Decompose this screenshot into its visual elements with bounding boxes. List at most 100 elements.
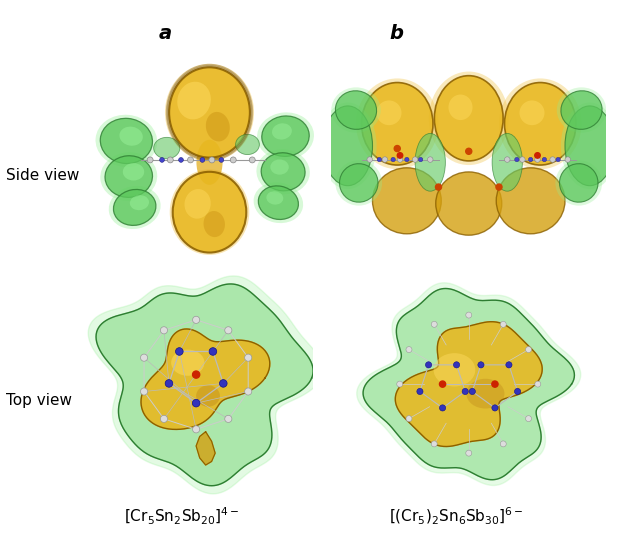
Circle shape [535, 157, 540, 162]
Ellipse shape [336, 91, 377, 129]
Circle shape [141, 354, 148, 361]
Circle shape [431, 321, 437, 327]
Circle shape [165, 380, 172, 387]
Ellipse shape [114, 189, 156, 226]
Circle shape [504, 157, 510, 162]
Ellipse shape [173, 172, 246, 253]
Circle shape [367, 157, 372, 162]
Circle shape [417, 388, 423, 394]
Circle shape [176, 348, 183, 355]
Circle shape [466, 450, 472, 456]
Ellipse shape [109, 186, 161, 229]
Ellipse shape [559, 164, 598, 202]
Ellipse shape [169, 67, 250, 157]
Ellipse shape [336, 160, 382, 206]
Ellipse shape [236, 134, 259, 155]
Circle shape [394, 146, 400, 151]
Circle shape [426, 362, 432, 368]
Circle shape [492, 381, 498, 387]
Ellipse shape [196, 140, 222, 185]
Ellipse shape [556, 160, 602, 206]
Ellipse shape [154, 137, 180, 159]
Circle shape [462, 388, 468, 394]
Circle shape [188, 157, 194, 163]
Circle shape [406, 347, 412, 353]
Circle shape [406, 415, 412, 421]
Ellipse shape [266, 192, 283, 204]
Circle shape [526, 347, 531, 353]
Circle shape [147, 157, 153, 163]
Ellipse shape [100, 152, 158, 201]
Ellipse shape [496, 168, 565, 234]
Circle shape [506, 362, 512, 368]
Circle shape [244, 354, 252, 361]
Circle shape [500, 321, 506, 327]
Ellipse shape [434, 76, 503, 161]
Text: a: a [159, 24, 172, 43]
Circle shape [179, 157, 183, 162]
Circle shape [528, 157, 533, 162]
Ellipse shape [184, 189, 211, 219]
Polygon shape [395, 322, 542, 446]
Circle shape [492, 405, 498, 411]
Polygon shape [96, 284, 313, 486]
Ellipse shape [261, 153, 305, 191]
Ellipse shape [105, 156, 152, 197]
Ellipse shape [171, 349, 204, 376]
Circle shape [519, 157, 525, 162]
Ellipse shape [434, 353, 475, 386]
Ellipse shape [206, 112, 230, 141]
Circle shape [249, 157, 255, 163]
Circle shape [382, 157, 388, 162]
Text: [Cr$_5$Sn$_2$Sb$_{20}$]$^{4-}$: [Cr$_5$Sn$_2$Sb$_{20}$]$^{4-}$ [124, 506, 239, 527]
Ellipse shape [361, 83, 433, 165]
Ellipse shape [254, 182, 303, 223]
Ellipse shape [319, 102, 377, 189]
Ellipse shape [262, 116, 309, 156]
Polygon shape [357, 283, 581, 485]
Ellipse shape [272, 123, 292, 140]
Circle shape [192, 399, 200, 407]
Circle shape [404, 157, 409, 162]
Polygon shape [196, 432, 215, 465]
Ellipse shape [436, 172, 502, 235]
Circle shape [542, 157, 547, 162]
Circle shape [230, 157, 236, 163]
Circle shape [168, 157, 173, 163]
Polygon shape [141, 329, 270, 430]
Circle shape [418, 157, 423, 162]
Circle shape [431, 441, 437, 447]
Ellipse shape [323, 106, 372, 186]
Ellipse shape [258, 186, 298, 220]
Circle shape [556, 157, 561, 162]
Ellipse shape [356, 78, 439, 169]
Ellipse shape [177, 82, 211, 120]
Ellipse shape [504, 83, 576, 165]
Text: [(Cr$_5$)$_2$Sn$_6$Sb$_{30}$]$^{6-}$: [(Cr$_5$)$_2$Sn$_6$Sb$_{30}$]$^{6-}$ [389, 506, 524, 527]
Text: Top view: Top view [6, 393, 72, 408]
Circle shape [466, 148, 472, 154]
Ellipse shape [271, 160, 289, 175]
Circle shape [514, 157, 519, 162]
Circle shape [412, 157, 418, 162]
Circle shape [535, 381, 541, 387]
Text: b: b [390, 24, 404, 43]
Circle shape [225, 327, 232, 334]
Circle shape [469, 388, 476, 394]
Circle shape [478, 362, 484, 368]
Circle shape [161, 327, 168, 334]
Circle shape [466, 312, 472, 318]
Text: Side view: Side view [6, 168, 79, 183]
Circle shape [161, 415, 168, 423]
Ellipse shape [429, 71, 509, 165]
Ellipse shape [492, 134, 522, 191]
Ellipse shape [165, 64, 254, 161]
Circle shape [550, 157, 556, 162]
Circle shape [439, 405, 446, 411]
Ellipse shape [565, 106, 614, 186]
Circle shape [219, 380, 227, 387]
Circle shape [565, 157, 571, 162]
Circle shape [496, 184, 502, 190]
Ellipse shape [256, 149, 310, 194]
Ellipse shape [170, 169, 249, 255]
